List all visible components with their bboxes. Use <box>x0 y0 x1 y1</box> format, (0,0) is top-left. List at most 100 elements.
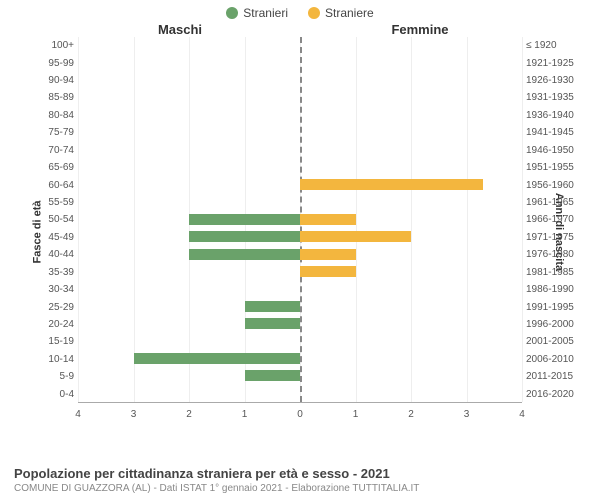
female-half <box>300 353 522 364</box>
bar-row <box>78 280 522 297</box>
bar-row <box>78 107 522 124</box>
male-half <box>78 179 300 190</box>
y-tick-age: 15-19 <box>48 333 74 350</box>
y-tick-age: 25-29 <box>48 298 74 315</box>
y-tick-birth: 1926-1930 <box>526 72 574 89</box>
bar-row <box>78 350 522 367</box>
y-tick-birth: 1966-1970 <box>526 211 574 228</box>
y-tick-age: 45-49 <box>48 229 74 246</box>
bar-row <box>78 72 522 89</box>
y-tick-age: 55-59 <box>48 194 74 211</box>
female-half <box>300 335 522 346</box>
bar-row <box>78 124 522 141</box>
female-half <box>300 110 522 121</box>
y-tick-birth: 1961-1965 <box>526 194 574 211</box>
x-tick: 1 <box>353 409 359 420</box>
legend-item-male: Stranieri <box>226 6 288 20</box>
x-tick: 3 <box>131 409 137 420</box>
gridline <box>522 37 523 402</box>
y-tick-age: 95-99 <box>48 54 74 71</box>
female-half <box>300 40 522 51</box>
female-half <box>300 127 522 138</box>
female-half <box>300 249 522 260</box>
bar-male <box>134 353 301 364</box>
female-half <box>300 318 522 329</box>
chart-footer: Popolazione per cittadinanza straniera p… <box>14 466 586 494</box>
y-tick-age: 65-69 <box>48 159 74 176</box>
male-half <box>78 301 300 312</box>
y-tick-birth: 1921-1925 <box>526 54 574 71</box>
bar-row <box>78 332 522 349</box>
y-tick-birth: 1956-1960 <box>526 176 574 193</box>
x-axis: 432101234 <box>78 407 522 427</box>
female-half <box>300 144 522 155</box>
y-tick-age: 80-84 <box>48 107 74 124</box>
female-swatch <box>308 7 320 19</box>
bar-female <box>300 214 356 225</box>
male-half <box>78 231 300 242</box>
x-tick: 4 <box>75 409 81 420</box>
male-half <box>78 127 300 138</box>
chart-subtitle: COMUNE DI GUAZZORA (AL) - Dati ISTAT 1° … <box>14 483 586 494</box>
female-half <box>300 179 522 190</box>
male-half <box>78 249 300 260</box>
bar-row <box>78 298 522 315</box>
male-half <box>78 335 300 346</box>
y-tick-birth: 1991-1995 <box>526 298 574 315</box>
female-half <box>300 57 522 68</box>
y-tick-birth: 2006-2010 <box>526 351 574 368</box>
male-half <box>78 388 300 399</box>
bar-row <box>78 176 522 193</box>
y-tick-age: 0-4 <box>60 385 74 402</box>
plot-area <box>78 37 522 403</box>
male-half <box>78 75 300 86</box>
legend-label-male: Stranieri <box>243 6 288 20</box>
bar-row <box>78 211 522 228</box>
female-half <box>300 231 522 242</box>
y-tick-birth: 1946-1950 <box>526 142 574 159</box>
bar-female <box>300 249 356 260</box>
female-half <box>300 75 522 86</box>
y-tick-birth: 1951-1955 <box>526 159 574 176</box>
y-tick-age: 70-74 <box>48 142 74 159</box>
header-male: Maschi <box>60 22 300 37</box>
population-pyramid: Fasce di età Anni di nascita 100+95-9990… <box>10 37 590 427</box>
y-tick-age: 10-14 <box>48 351 74 368</box>
bar-male <box>189 231 300 242</box>
x-tick: 4 <box>519 409 525 420</box>
x-tick: 2 <box>186 409 192 420</box>
bar-row <box>78 263 522 280</box>
bar-row <box>78 89 522 106</box>
bar-male <box>245 301 301 312</box>
bar-row <box>78 193 522 210</box>
y-tick-birth: 1981-1985 <box>526 263 574 280</box>
male-swatch <box>226 7 238 19</box>
female-half <box>300 266 522 277</box>
y-tick-birth: 2016-2020 <box>526 385 574 402</box>
legend-item-female: Straniere <box>308 6 374 20</box>
y-tick-age: 90-94 <box>48 72 74 89</box>
y-tick-age: 75-79 <box>48 124 74 141</box>
y-tick-age: 35-39 <box>48 263 74 280</box>
female-half <box>300 162 522 173</box>
y-axis-right: ≤ 19201921-19251926-19301931-19351936-19… <box>526 37 574 403</box>
bar-row <box>78 37 522 54</box>
male-half <box>78 283 300 294</box>
y-tick-birth: 1976-1980 <box>526 246 574 263</box>
x-tick: 3 <box>464 409 470 420</box>
y-tick-birth: 1936-1940 <box>526 107 574 124</box>
bar-male <box>189 249 300 260</box>
y-tick-birth: 1941-1945 <box>526 124 574 141</box>
y-tick-age: 40-44 <box>48 246 74 263</box>
y-tick-birth: 1996-2000 <box>526 316 574 333</box>
bar-row <box>78 54 522 71</box>
y-tick-age: 85-89 <box>48 89 74 106</box>
column-headers: Maschi Femmine <box>0 22 600 37</box>
female-half <box>300 92 522 103</box>
y-tick-age: 60-64 <box>48 176 74 193</box>
y-tick-age: 20-24 <box>48 316 74 333</box>
y-tick-age: 50-54 <box>48 211 74 228</box>
bar-female <box>300 231 411 242</box>
male-half <box>78 92 300 103</box>
y-tick-birth: 2001-2005 <box>526 333 574 350</box>
